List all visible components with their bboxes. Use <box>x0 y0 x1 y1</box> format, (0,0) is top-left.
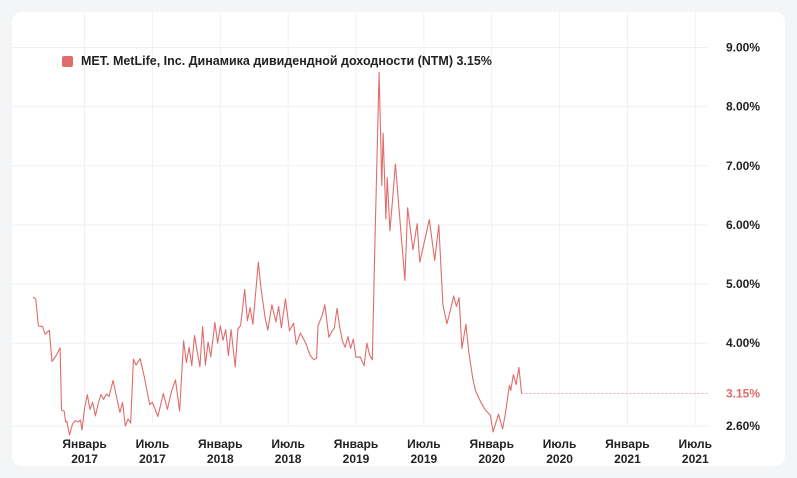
x-tick-month: Январь <box>334 437 378 451</box>
x-tick-year: 2017 <box>71 452 98 466</box>
legend: MET. MetLife, Inc. Динамика дивидендной … <box>62 54 492 68</box>
x-tick-month: Январь <box>469 437 513 451</box>
x-tick-year: 2018 <box>275 452 302 466</box>
x-tick-year: 2020 <box>546 452 573 466</box>
x-tick-month: Январь <box>62 437 106 451</box>
x-tick-year: 2019 <box>411 452 438 466</box>
grid-lines <box>12 12 708 427</box>
y-axis-ticks: 9.00% 8.00% 7.00% 6.00% 5.00% 4.00% 2.60% 3.15% <box>726 40 760 433</box>
x-tick-year: 2018 <box>207 452 234 466</box>
y-tick-label: 6.00% <box>726 218 760 232</box>
y-tick-label: 4.00% <box>726 336 760 350</box>
x-tick-month: Июль <box>136 437 170 451</box>
chart-card: 9.00% 8.00% 7.00% 6.00% 5.00% 4.00% 2.60% 3.15%… <box>12 12 785 466</box>
dividend-yield-chart: 9.00% 8.00% 7.00% 6.00% 5.00% 4.00% 2.60% 3.15%… <box>12 12 760 466</box>
legend-swatch-icon <box>62 55 73 67</box>
x-tick-year: 2021 <box>682 452 709 466</box>
y-tick-label: 5.00% <box>726 277 760 291</box>
x-axis-ticks: Январь2017Июль2017Январь2018Июль2018Янва… <box>62 437 712 466</box>
x-tick-month: Июль <box>271 437 305 451</box>
y-tick-label: 7.00% <box>726 159 760 173</box>
x-tick-month: Январь <box>198 437 242 451</box>
x-tick-month: Июль <box>678 437 712 451</box>
x-tick-year: 2021 <box>614 452 641 466</box>
current-value-label: 3.15% <box>726 386 760 400</box>
x-tick-month: Июль <box>407 437 441 451</box>
x-tick-year: 2017 <box>139 452 166 466</box>
y-tick-label: 2.60% <box>726 419 760 433</box>
x-tick-month: Январь <box>605 437 649 451</box>
legend-label: MET. MetLife, Inc. Динамика дивидендной … <box>81 54 492 68</box>
x-tick-month: Июль <box>543 437 577 451</box>
y-tick-label: 9.00% <box>726 40 760 54</box>
x-tick-year: 2019 <box>343 452 370 466</box>
y-tick-label: 8.00% <box>726 100 760 114</box>
series-line <box>32 71 523 436</box>
x-tick-year: 2020 <box>478 452 505 466</box>
series-line-layer <box>32 71 708 436</box>
